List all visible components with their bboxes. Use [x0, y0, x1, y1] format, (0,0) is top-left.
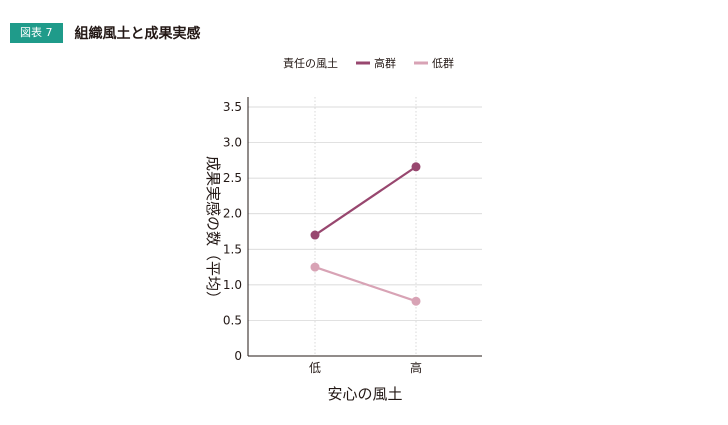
figure-number-badge: 図表 7 — [10, 23, 63, 43]
series-line — [314, 165, 417, 236]
y-tick-label: 2.0 — [223, 207, 242, 221]
x-tick-label: 高 — [410, 360, 422, 375]
y-tick-label: 3.5 — [223, 100, 242, 114]
legend-label: 低群 — [432, 56, 454, 70]
series-line — [314, 266, 417, 303]
figure-title: 組織風土と成果実感 — [74, 26, 201, 42]
y-tick-label: 0 — [234, 349, 242, 363]
y-tick-label: 3.0 — [223, 136, 242, 150]
data-point — [310, 230, 320, 240]
y-tick-label: 2.5 — [223, 171, 242, 185]
y-tick-label: 1.0 — [223, 278, 242, 292]
figure-header: 図表 7 組織風土と成果実感 — [10, 23, 201, 43]
data-point — [411, 162, 421, 172]
data-point — [411, 296, 421, 306]
data-point — [310, 262, 320, 272]
y-tick-label: 0.5 — [223, 313, 242, 327]
y-tick-label: 1.5 — [223, 242, 242, 256]
y-axis-title: 成果実感の数（平均） — [204, 156, 222, 306]
legend-label: 高群 — [374, 56, 396, 70]
legend-title: 責任の風土 — [283, 56, 338, 70]
x-tick-label: 低 — [309, 361, 321, 375]
x-axis-title: 安心の風土 — [327, 385, 402, 403]
